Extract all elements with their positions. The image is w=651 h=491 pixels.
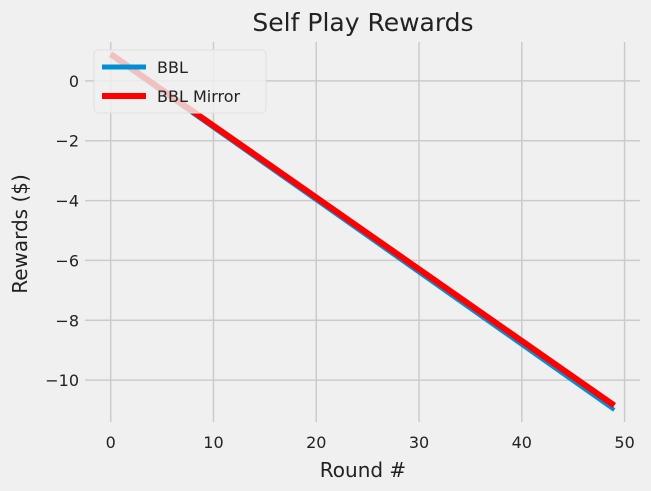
chart-title: Self Play Rewards [252, 8, 473, 37]
x-axis-label: Round # [320, 458, 406, 482]
y-tick-label: 0 [69, 72, 79, 91]
x-tick-labels: 0 10 20 30 40 50 [106, 433, 635, 452]
y-tick-label: −4 [55, 192, 79, 211]
legend-label: BBL Mirror [157, 87, 241, 106]
x-tick-label: 40 [512, 433, 532, 452]
y-tick-label: −2 [55, 132, 79, 151]
y-tick-label: −6 [55, 251, 79, 270]
y-tick-label: −8 [55, 311, 79, 330]
x-tick-label: 30 [409, 433, 429, 452]
y-tick-label: −10 [45, 371, 79, 390]
x-tick-label: 10 [203, 433, 223, 452]
x-tick-label: 0 [106, 433, 116, 452]
legend: BBL BBL Mirror [93, 49, 267, 114]
grid [85, 42, 640, 422]
x-tick-label: 50 [614, 433, 634, 452]
legend-label: BBL [157, 58, 188, 77]
y-axis-label: Rewards ($) [8, 174, 32, 294]
x-tick-label: 20 [306, 433, 326, 452]
y-tick-labels: 0 −2 −4 −6 −8 −10 [45, 72, 79, 390]
